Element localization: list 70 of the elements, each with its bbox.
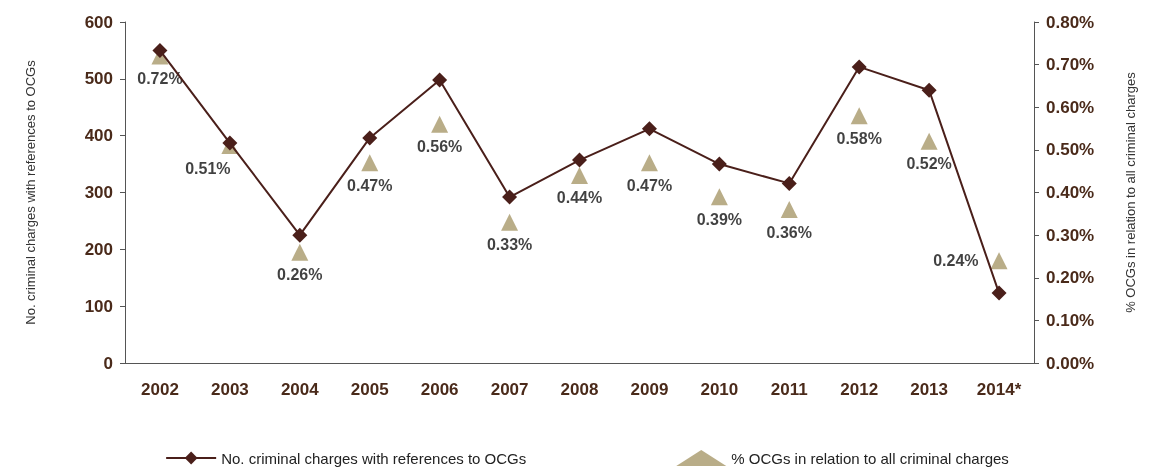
y2-tick-label: 0.30% xyxy=(1046,225,1095,245)
y-tick-label: 0 xyxy=(103,353,113,373)
y2-tick-label: 0.40% xyxy=(1046,183,1095,202)
point xyxy=(921,82,937,98)
point xyxy=(781,175,797,191)
data-label: 0.39% xyxy=(696,210,743,228)
point xyxy=(990,252,1008,270)
point xyxy=(291,243,309,261)
point xyxy=(361,154,379,172)
point xyxy=(780,201,798,219)
point xyxy=(710,188,728,206)
point xyxy=(501,213,519,231)
legend-label: No. criminal charges with references to OCGs xyxy=(221,449,527,467)
data-label: 0.52% xyxy=(906,155,952,173)
point xyxy=(152,42,168,58)
y-tick-label: 300 xyxy=(84,183,113,202)
point xyxy=(432,72,448,88)
point xyxy=(851,59,867,75)
data-label: 0.47% xyxy=(626,176,673,194)
data-label: 0.36% xyxy=(766,223,812,241)
data-label: 0.26% xyxy=(277,266,323,284)
y-tick-label: 200 xyxy=(84,239,113,259)
point xyxy=(571,166,588,184)
y2-tick-label: 0.50% xyxy=(1046,140,1095,160)
point xyxy=(850,107,868,125)
x-tick-label: 2004 xyxy=(280,380,320,399)
data-label: 0.72% xyxy=(137,70,183,88)
y2-tick-label: 0.10% xyxy=(1046,310,1095,330)
y2-tick-label: 0.80% xyxy=(1046,12,1095,32)
x-tick-label: 2008 xyxy=(560,380,599,399)
y-tick-label: 500 xyxy=(84,69,113,89)
x-tick-label: 2014* xyxy=(976,380,1022,399)
y-tick-label: 100 xyxy=(84,296,113,316)
data-label: 0.56% xyxy=(416,138,463,156)
x-tick-label: 2013 xyxy=(910,380,949,399)
x-tick-label: 2012 xyxy=(840,380,879,399)
y2-tick-label: 0.60% xyxy=(1046,97,1095,117)
y-tick-label: 400 xyxy=(84,126,113,146)
point xyxy=(362,130,378,146)
x-tick-label: 2003 xyxy=(210,380,249,399)
point xyxy=(640,154,658,172)
data-label: 0.58% xyxy=(836,129,882,147)
y-tick-label: 600 xyxy=(84,12,113,32)
y2-axis-title: % OCGs in relation to all criminal charges xyxy=(1123,71,1138,313)
y-axis-title: No. criminal charges with references to OCGs xyxy=(23,59,38,325)
data-label: 0.24% xyxy=(933,252,979,270)
point xyxy=(222,135,238,151)
point xyxy=(641,121,657,137)
x-tick-label: 2005 xyxy=(350,380,389,399)
x-tick-label: 2011 xyxy=(770,380,808,399)
x-tick-label: 2007 xyxy=(490,380,529,399)
x-tick-label: 2006 xyxy=(420,380,459,399)
point xyxy=(431,115,449,133)
point xyxy=(920,132,938,150)
y2-tick-label: 0.70% xyxy=(1046,55,1095,75)
point xyxy=(292,227,308,243)
point xyxy=(991,285,1007,301)
data-label: 0.51% xyxy=(185,159,231,177)
y2-tick-label: 0.20% xyxy=(1046,268,1095,288)
point xyxy=(711,156,727,172)
point xyxy=(502,189,518,205)
x-tick-label: 2010 xyxy=(700,380,739,399)
x-tick-label: 2009 xyxy=(630,380,669,399)
data-label: 0.33% xyxy=(486,236,533,254)
point xyxy=(572,152,587,168)
legend-label: % OCGs in relation to all criminal charges xyxy=(731,449,1009,467)
y2-tick-label: 0.00% xyxy=(1046,353,1095,373)
x-tick-label: 2002 xyxy=(141,380,179,399)
data-label: 0.47% xyxy=(347,176,393,194)
data-label: 0.44% xyxy=(556,189,603,207)
